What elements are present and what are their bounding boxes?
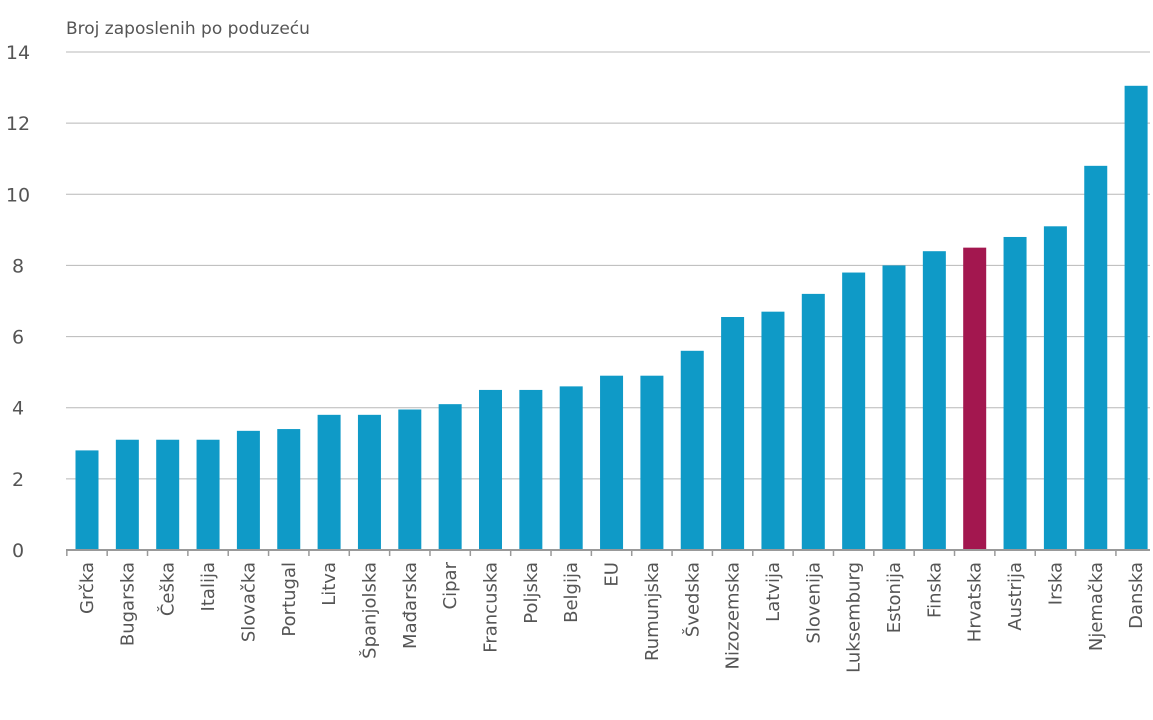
bar <box>398 409 422 550</box>
bar <box>156 439 180 550</box>
y-tick-label: 10 <box>6 184 30 206</box>
x-tick-label: Luksemburg <box>844 562 865 673</box>
bar <box>600 375 624 550</box>
bar <box>1084 165 1108 551</box>
y-tick-label: 0 <box>12 540 24 562</box>
bar <box>438 404 462 550</box>
bar <box>559 386 583 550</box>
bar <box>519 389 543 550</box>
x-tick-label: Latvija <box>763 562 784 622</box>
x-tick-label: Austrija <box>1005 562 1026 631</box>
bar <box>640 375 664 550</box>
x-tick-label: Portugal <box>279 562 300 637</box>
x-tick-label: Španjolska <box>358 562 380 659</box>
x-tick-label: Češka <box>157 562 179 616</box>
bar <box>963 247 987 550</box>
bar <box>922 251 946 550</box>
x-tick-label: Cipar <box>440 561 461 609</box>
bar <box>842 272 866 550</box>
x-tick-label: Irska <box>1045 562 1066 605</box>
y-axis-ticks: 0 2 4 6 8 10 12 14 <box>6 42 30 562</box>
gridlines <box>66 51 1150 480</box>
x-tick-label: Švedska <box>681 562 703 637</box>
x-tick-label: Estonija <box>884 562 905 633</box>
x-tick-label: Danska <box>1126 562 1147 629</box>
x-tick-label: EU <box>602 562 623 587</box>
x-tick-label: Finska <box>924 562 945 618</box>
y-tick-label: 12 <box>6 113 30 135</box>
chart-title: Broj zaposlenih po poduzeću <box>66 19 310 39</box>
bars <box>75 85 1148 551</box>
bar <box>357 414 381 550</box>
x-tick-label: Litva <box>319 562 340 606</box>
bar <box>317 414 341 550</box>
x-tick-label: Poljska <box>521 562 542 624</box>
y-tick-label: 8 <box>12 255 24 277</box>
x-tick-label: Njemačka <box>1086 562 1107 651</box>
bar <box>277 429 301 550</box>
bar <box>75 450 99 550</box>
x-tick-label: Belgija <box>561 562 582 623</box>
bar <box>479 389 502 550</box>
x-tick-label: Rumunjska <box>642 562 663 661</box>
x-axis-labels: Grčka Bugarska Češka Italija Slovačka Portuga… <box>77 561 1147 672</box>
x-tick-label: Italija <box>198 562 219 611</box>
x-tick-label: Slovenija <box>803 562 824 644</box>
bar <box>721 317 745 550</box>
x-tick-label: Nizozemska <box>723 562 744 670</box>
bar <box>761 311 785 550</box>
bar <box>115 439 139 550</box>
bar <box>801 293 825 550</box>
bar <box>680 350 704 550</box>
x-tick-label: Grčka <box>77 562 98 614</box>
bar <box>196 439 220 550</box>
bar <box>1003 236 1027 550</box>
bar <box>882 265 906 550</box>
x-tick-label: Francuska <box>481 562 502 653</box>
y-tick-label: 14 <box>6 42 30 64</box>
x-tick-label: Mađarska <box>400 562 421 649</box>
x-axis <box>66 549 1150 556</box>
y-tick-label: 2 <box>12 469 24 491</box>
y-tick-label: 4 <box>12 398 24 420</box>
y-tick-label: 6 <box>12 327 24 349</box>
bar <box>236 430 260 550</box>
x-tick-label: Bugarska <box>117 562 138 646</box>
bar <box>1043 226 1067 551</box>
bar <box>1124 85 1148 551</box>
x-tick-label: Hrvatska <box>965 562 986 642</box>
x-tick-label: Slovačka <box>238 562 259 642</box>
